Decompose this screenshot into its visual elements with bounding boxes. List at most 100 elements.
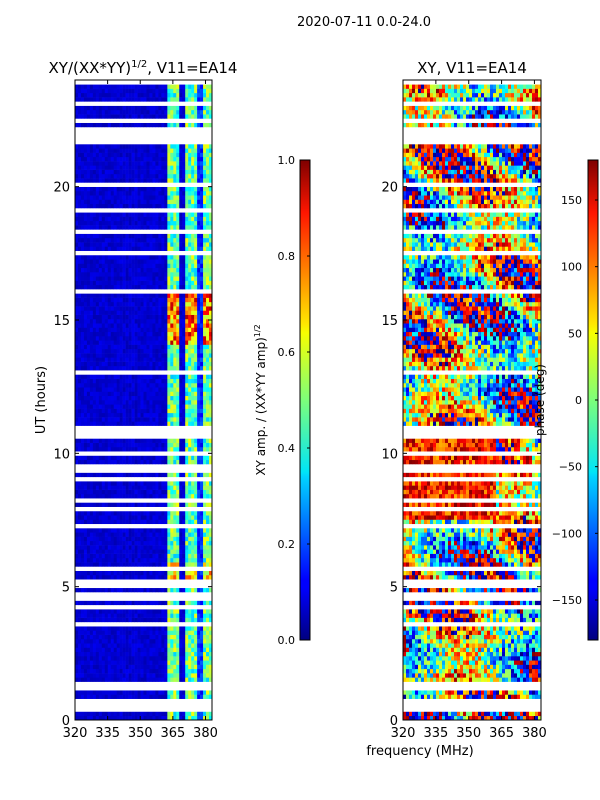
heatmap-cell — [110, 378, 115, 384]
heatmap-cell — [122, 122, 126, 128]
heatmap-cell — [188, 173, 192, 179]
heatmap-cell — [119, 400, 123, 405]
heatmap-cell — [194, 246, 198, 251]
heatmap-cell — [107, 267, 112, 273]
heatmap-cell — [104, 664, 109, 670]
heatmap-cell — [119, 293, 123, 298]
flagged-gap — [75, 425, 212, 431]
heatmap-cell — [197, 374, 201, 379]
heatmap-cell — [170, 553, 174, 559]
heatmap-cell — [206, 199, 210, 205]
heatmap-cell — [131, 314, 135, 320]
heatmap-cell — [176, 446, 180, 452]
heatmap-cell — [95, 664, 100, 670]
heatmap-cell — [191, 673, 195, 678]
heatmap-cell — [209, 387, 213, 392]
heatmap-cell — [128, 613, 132, 618]
heatmap-cell — [113, 617, 117, 623]
heatmap-cell — [80, 562, 85, 567]
heatmap-cell — [158, 600, 162, 606]
heatmap-cell — [155, 626, 159, 631]
heatmap-cell — [143, 455, 147, 461]
heatmap-cell — [194, 173, 198, 179]
heatmap-cell — [131, 442, 135, 448]
heatmap-cell — [110, 553, 115, 559]
heatmap-cell — [149, 293, 153, 298]
heatmap-cell — [155, 382, 159, 388]
heatmap-cell — [149, 173, 153, 179]
heatmap-cell — [98, 331, 103, 337]
heatmap-cell — [203, 617, 207, 623]
heatmap-cell — [203, 357, 207, 362]
heatmap-cell — [95, 536, 100, 542]
heatmap-cell — [110, 190, 115, 196]
heatmap-cell — [203, 400, 207, 405]
heatmap-cell — [167, 630, 171, 635]
heatmap-cell — [104, 404, 109, 409]
heatmap-cell — [200, 212, 204, 217]
heatmap-cell — [119, 301, 123, 307]
heatmap-cell — [185, 656, 189, 661]
heatmap-cell — [86, 540, 91, 546]
heatmap-cell — [161, 690, 165, 695]
heatmap-cell — [128, 519, 132, 525]
heatmap-cell — [98, 382, 103, 388]
heatmap-cell — [86, 404, 91, 409]
heatmap-cell — [89, 173, 94, 179]
heatmap-cell — [95, 199, 100, 205]
heatmap-cell — [128, 472, 132, 478]
heatmap-cell — [101, 297, 106, 303]
heatmap-cell — [188, 382, 192, 388]
heatmap-cell — [116, 186, 120, 192]
heatmap-cell — [80, 651, 85, 657]
heatmap-cell — [200, 472, 204, 478]
heatmap-cell — [155, 643, 159, 648]
heatmap-cell — [83, 519, 88, 525]
heatmap-cell — [110, 263, 115, 269]
heatmap-cell — [209, 272, 213, 277]
heatmap-cell — [119, 186, 123, 192]
heatmap-cell — [137, 634, 141, 640]
heatmap-cell — [191, 144, 195, 149]
heatmap-cell — [128, 267, 132, 273]
heatmap-cell — [173, 203, 177, 209]
heatmap-cell — [110, 122, 115, 128]
heatmap-cell — [188, 562, 192, 567]
heatmap-cell — [170, 673, 174, 678]
heatmap-cell — [158, 442, 162, 448]
heatmap-cell — [173, 237, 177, 243]
heatmap-cell — [140, 417, 144, 422]
heatmap-cell — [209, 408, 213, 414]
heatmap-cell — [191, 284, 195, 290]
heatmap-cell — [86, 664, 91, 670]
heatmap-cell — [185, 242, 189, 247]
heatmap-cell — [161, 267, 165, 273]
heatmap-cell — [113, 485, 117, 490]
heatmap-cell — [188, 353, 192, 358]
heatmap-cell — [89, 344, 94, 350]
heatmap-cell — [197, 417, 201, 422]
heatmap-cell — [155, 532, 159, 537]
heatmap-cell — [116, 459, 120, 465]
heatmap-cell — [161, 540, 165, 546]
heatmap-cell — [86, 711, 91, 717]
heatmap-cell — [122, 668, 126, 674]
heatmap-cell — [101, 340, 106, 345]
heatmap-cell — [191, 660, 195, 665]
heatmap-cell — [128, 404, 132, 409]
heatmap-cell — [161, 677, 165, 682]
heatmap-cell — [140, 493, 144, 499]
heatmap-cell — [179, 391, 183, 397]
heatmap-cell — [179, 272, 183, 277]
heatmap-cell — [191, 263, 195, 269]
heatmap-cell — [137, 438, 141, 443]
heatmap-cell — [176, 553, 180, 559]
heatmap-cell — [203, 152, 207, 158]
heatmap-cell — [122, 442, 126, 448]
heatmap-cell — [92, 404, 97, 409]
heatmap-cell — [113, 660, 117, 665]
heatmap-cell — [80, 152, 85, 158]
heatmap-cell — [170, 323, 174, 328]
heatmap-cell — [134, 387, 138, 392]
heatmap-cell — [194, 318, 198, 324]
